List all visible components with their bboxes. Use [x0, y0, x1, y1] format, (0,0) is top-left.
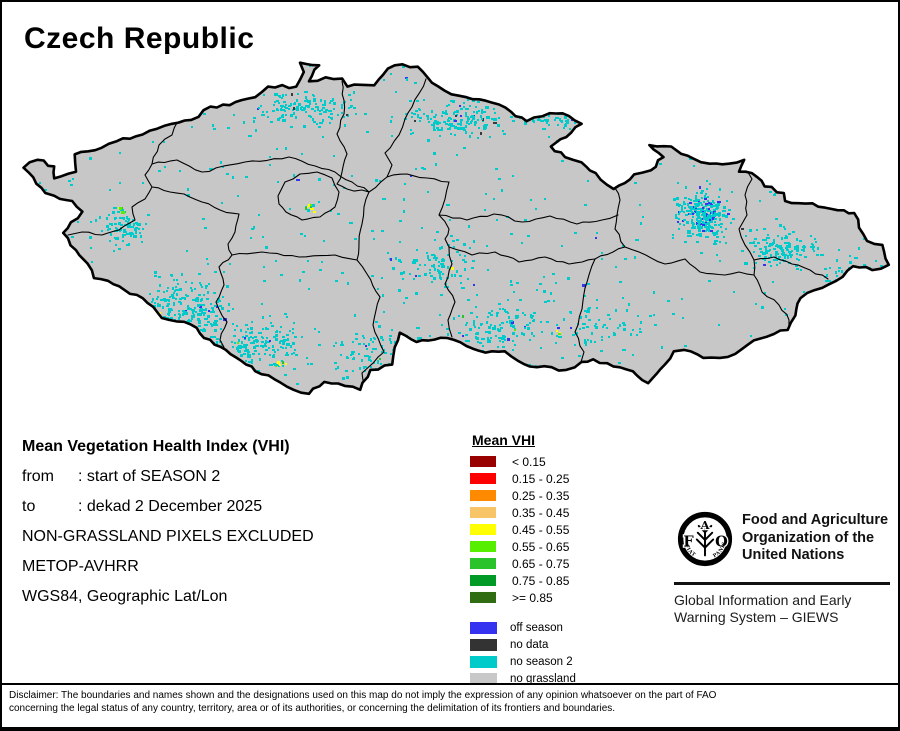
giews-name: Global Information and Early Warning Sys…: [674, 592, 852, 625]
legend-label: 0.65 - 0.75: [512, 556, 570, 571]
info-row-from: from : start of SEASON 2: [22, 462, 314, 492]
legend-swatch: [470, 541, 496, 552]
legend-label: no grassland: [510, 672, 576, 685]
legend-row: 0.75 - 0.85: [470, 572, 576, 589]
map-info-block: Mean Vegetation Health Index (VHI) from:…: [22, 432, 314, 612]
legend-swatch: [470, 473, 496, 484]
disclaimer: Disclaimer: The boundaries and names sho…: [2, 683, 898, 715]
legend-row: no season 2: [470, 653, 576, 670]
info-line: NON-GRASSLAND PIXELS EXCLUDED: [22, 528, 314, 545]
legend-row: 0.35 - 0.45: [470, 504, 576, 521]
info-line: METOP-AVHRR: [22, 558, 139, 575]
legend-row: 0.65 - 0.75: [470, 555, 576, 572]
fao-separator: [674, 582, 890, 585]
legend-row: no grassland: [470, 670, 576, 687]
fao-letter-o: O: [715, 534, 728, 551]
info-line: WGS84, Geographic Lat/Lon: [22, 588, 228, 605]
legend-swatch: [470, 638, 497, 651]
legend-label: 0.35 - 0.45: [512, 505, 570, 520]
legend-label: 0.25 - 0.35: [512, 488, 570, 503]
legend-label: 0.45 - 0.55: [512, 522, 570, 537]
fao-letter-a: A: [700, 518, 711, 532]
legend-row: off season: [470, 619, 576, 636]
legend-swatch: [470, 524, 496, 535]
country-border: [22, 61, 891, 396]
vhi-legend: Mean VHI < 0.15 0.15 - 0.25 0.25 - 0.35 …: [470, 432, 576, 687]
legend-label: 0.55 - 0.65: [512, 539, 570, 554]
legend-label: >= 0.85: [512, 590, 553, 605]
fao-org-name: Food and Agriculture Organization of the…: [742, 512, 889, 563]
fao-letter-f: F: [683, 534, 694, 551]
legend-row: 0.45 - 0.55: [470, 521, 576, 538]
legend-title: Mean VHI: [472, 432, 536, 448]
info-label: from: [22, 468, 54, 485]
legend-swatch: [470, 655, 497, 668]
info-value: : dekad 2 December 2025: [78, 498, 263, 515]
legend-swatch: [470, 490, 496, 501]
legend-swatch: [470, 672, 497, 685]
legend-swatch: [470, 621, 497, 634]
legend-swatch: [470, 456, 496, 467]
legend-swatch: [470, 558, 496, 569]
legend-special-block: off season no data no season 2 no grassl…: [470, 619, 576, 687]
legend-row: no data: [470, 636, 576, 653]
legend-label: off season: [510, 621, 563, 634]
country-shape: [23, 62, 889, 394]
region-boundaries: [67, 78, 829, 390]
info-label: to: [22, 498, 36, 515]
fao-logo-icon: F A O FIAT PANIS: [677, 511, 733, 567]
legend-row: 0.15 - 0.25: [470, 470, 576, 487]
legend-label: < 0.15: [512, 454, 546, 469]
legend-row: 0.55 - 0.65: [470, 538, 576, 555]
info-row-to: to : dekad 2 December 2025: [22, 492, 314, 522]
disclaimer-line: Disclaimer: The boundaries and names sho…: [9, 690, 717, 701]
legend-row: 0.25 - 0.35: [470, 487, 576, 504]
legend-swatch: [470, 575, 496, 586]
legend-label: no data: [510, 638, 549, 651]
info-heading: Mean Vegetation Health Index (VHI): [22, 438, 290, 455]
legend-row: < 0.15: [470, 453, 576, 470]
legend-label: no season 2: [510, 655, 573, 668]
legend-swatch: [470, 592, 496, 603]
wheat-icon: [695, 522, 715, 557]
legend-label: 0.15 - 0.25: [512, 471, 570, 486]
legend-row: >= 0.85: [470, 589, 576, 606]
page-title: Czech Republic: [24, 22, 255, 55]
info-value: : start of SEASON 2: [78, 468, 221, 485]
disclaimer-line: concerning the legal status of any count…: [9, 702, 616, 714]
legend-label: 0.75 - 0.85: [512, 573, 570, 588]
legend-swatch: [470, 507, 496, 518]
